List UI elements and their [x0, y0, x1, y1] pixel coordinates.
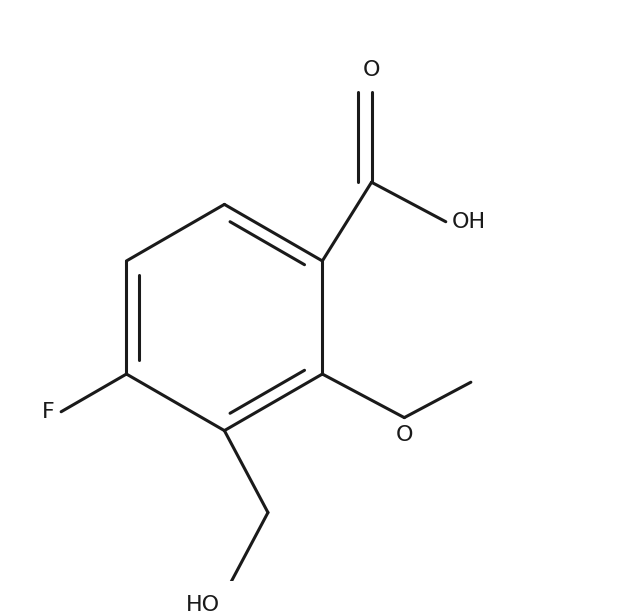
- Text: OH: OH: [452, 212, 486, 231]
- Text: HO: HO: [186, 595, 220, 614]
- Text: O: O: [395, 424, 413, 445]
- Text: F: F: [41, 402, 54, 422]
- Text: O: O: [363, 60, 380, 80]
